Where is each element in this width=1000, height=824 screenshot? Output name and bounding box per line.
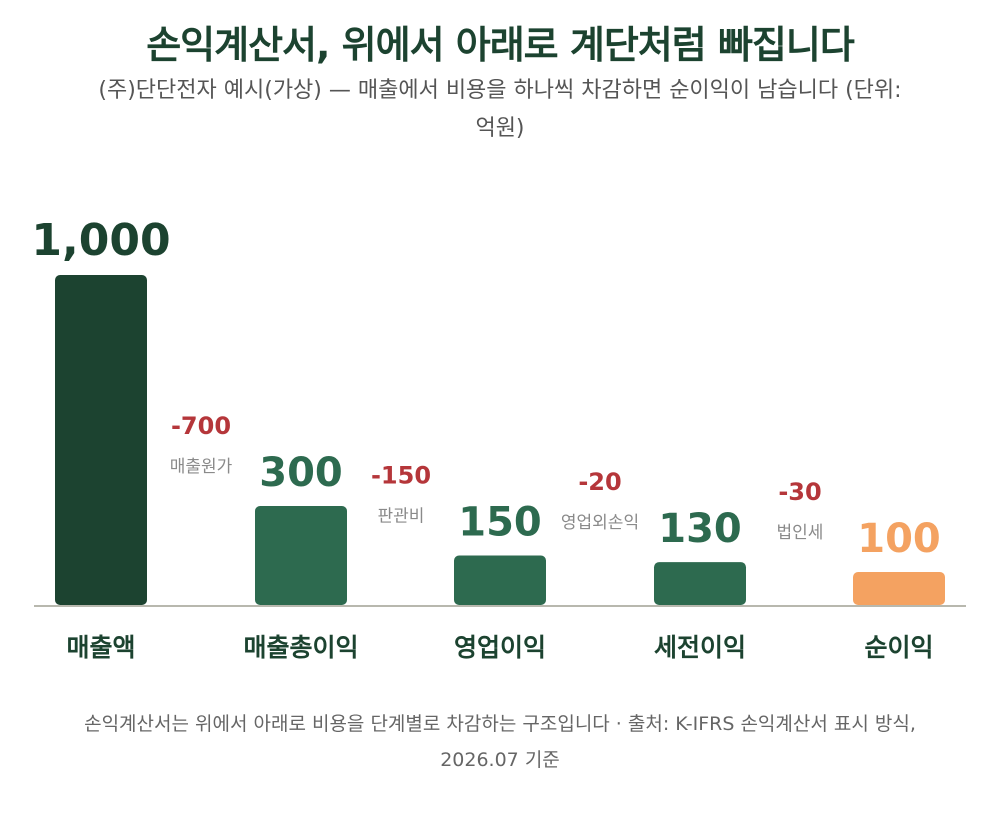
bar-value-label: 300 [259, 450, 343, 496]
category-label: 세전이익 [654, 633, 746, 662]
deduction-name-label: 매출원가 [170, 457, 233, 477]
bar-value-label: 100 [857, 516, 941, 562]
deduction-value-label: -150 [371, 462, 431, 490]
deduction-name-label: 법인세 [777, 523, 824, 543]
category-label: 매출총이익 [243, 633, 358, 662]
category-label: 순이익 [864, 633, 933, 662]
deduction-value-label: -700 [171, 412, 231, 440]
chart-subtitle: (주)단단전자 예시(가상) — 매출에서 비용을 하나씩 차감하면 순이익이 … [98, 78, 902, 141]
bar-3 [454, 555, 546, 605]
deduction-value-label: -20 [578, 468, 621, 496]
bar-value-label: 150 [458, 500, 542, 546]
deduction-value-label: -30 [778, 478, 821, 506]
chart-footer: 손익계산서는 위에서 아래로 비용을 단계별로 차감하는 구조입니다 · 출처:… [84, 713, 916, 771]
bar-1 [55, 275, 147, 605]
deduction-name-label: 영업외손익 [561, 513, 639, 533]
chart-title: 손익계산서, 위에서 아래로 계단처럼 빠집니다 [146, 23, 855, 67]
bar-4 [654, 562, 746, 605]
bar-value-label: 1,000 [31, 215, 170, 266]
category-label: 영업이익 [454, 633, 546, 662]
deduction-name-label: 판관비 [378, 507, 425, 527]
category-label: 매출액 [66, 633, 135, 662]
bar-5 [853, 572, 945, 605]
bar-2 [255, 506, 347, 605]
bar-value-label: 130 [658, 506, 742, 552]
